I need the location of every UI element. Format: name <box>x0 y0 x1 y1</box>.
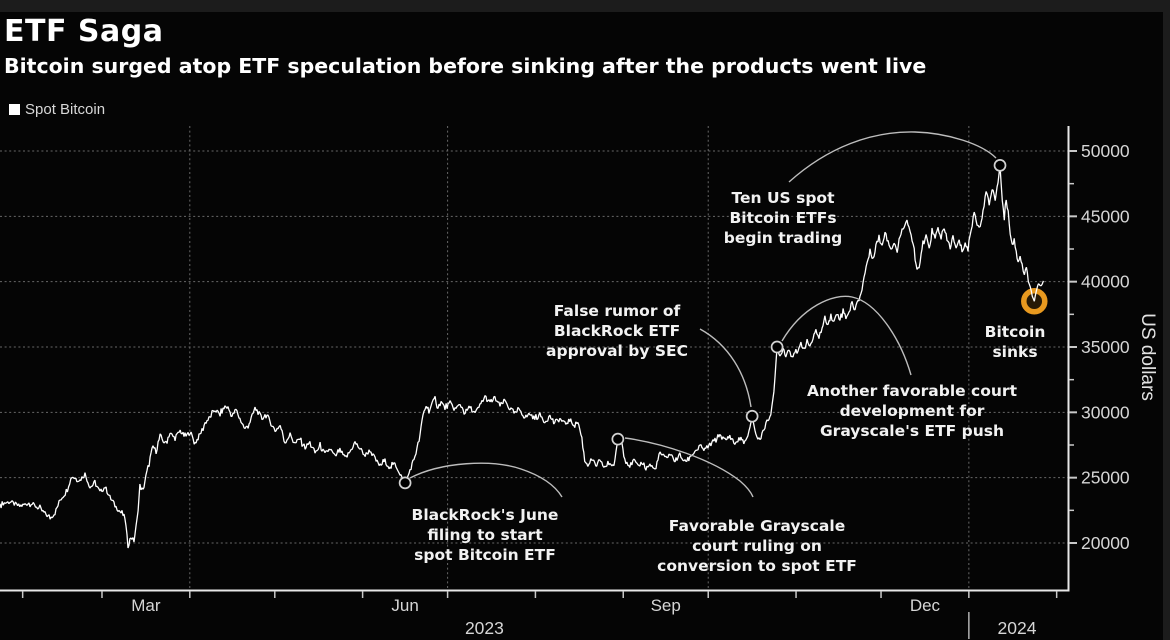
right-letterbox-strip <box>1163 0 1170 640</box>
svg-text:40000: 40000 <box>1081 272 1130 292</box>
svg-text:50000: 50000 <box>1081 141 1130 161</box>
svg-text:20000: 20000 <box>1081 533 1130 553</box>
annotation-bitcoin-sinks: Bitcoin sinks <box>984 323 1046 361</box>
legend-label: Spot Bitcoin <box>25 101 106 118</box>
annotation-grayscale-ruling: Favorable Grayscale court ruling on conv… <box>657 517 857 575</box>
svg-text:Mar: Mar <box>131 596 161 615</box>
annotation-blackrock-filing: BlackRock's June filing to start spot Bi… <box>411 506 559 564</box>
y-axis-title: US dollars <box>1137 313 1158 401</box>
annotation-etfs-begin-trading: Ten US spot Bitcoin ETFs begin trading <box>723 189 843 247</box>
svg-text:Sep: Sep <box>651 596 681 615</box>
svg-text:2024: 2024 <box>998 618 1037 638</box>
svg-text:2023: 2023 <box>465 618 504 638</box>
legend: Spot Bitcoin <box>9 101 105 118</box>
legend-swatch <box>9 104 20 115</box>
annotation-false-rumor: False rumor of BlackRock ETF approval by… <box>546 302 688 360</box>
svg-text:25000: 25000 <box>1081 468 1130 488</box>
svg-text:45000: 45000 <box>1081 206 1130 226</box>
annotation-grayscale-court-development: Another favorable court development for … <box>807 382 1017 440</box>
chart-header: ETF Saga Bitcoin surged atop ETF specula… <box>4 14 927 79</box>
page-subtitle: Bitcoin surged atop ETF speculation befo… <box>4 54 927 78</box>
svg-text:35000: 35000 <box>1081 337 1130 357</box>
svg-text:Dec: Dec <box>910 596 941 615</box>
top-letterbox-strip <box>0 0 1170 12</box>
svg-text:Jun: Jun <box>391 596 418 615</box>
page-title: ETF Saga <box>4 14 164 49</box>
svg-text:30000: 30000 <box>1081 402 1130 422</box>
